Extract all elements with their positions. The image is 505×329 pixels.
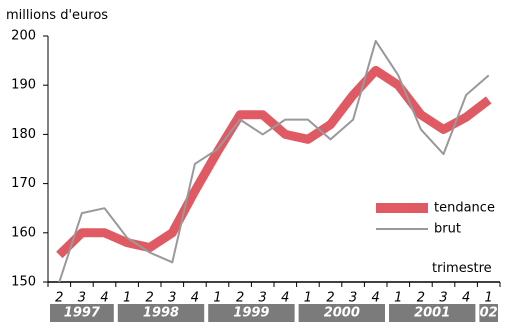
x-tick-label: 4 — [191, 291, 199, 306]
x-tick-label: 1 — [485, 291, 493, 306]
x-tick-label: 2 — [146, 291, 154, 306]
y-axis-ticks: 150 160 170 180 190 200 — [11, 29, 48, 290]
x-tick-label: 4 — [100, 291, 108, 306]
x-tick-label: 1 — [213, 291, 221, 306]
x-tick-label: 3 — [168, 291, 176, 306]
series-layer — [56, 39, 492, 283]
year-label: 2001 — [414, 306, 450, 321]
x-tick-label: 4 — [372, 291, 380, 306]
x-tick-label: 1 — [394, 291, 402, 306]
legend-label-brut: brut — [434, 222, 461, 237]
year-bars: 1997 1998 1999 2000 2001 02 — [50, 304, 498, 322]
x-tick-label: 2 — [326, 291, 334, 306]
series-line-brut — [58, 39, 490, 283]
x-tick-label: 2 — [417, 291, 425, 306]
year-label: 1998 — [143, 306, 179, 321]
x-axis-label: trimestre — [432, 261, 492, 276]
year-label: 02 — [480, 306, 498, 321]
x-tick-label: 3 — [439, 291, 447, 306]
series-line-tendance — [56, 65, 492, 259]
x-tick-label: 2 — [55, 291, 63, 306]
year-bar — [479, 304, 498, 322]
x-tick-label: 4 — [281, 291, 289, 306]
x-tick-label: 1 — [123, 291, 131, 306]
year-label: 1999 — [233, 306, 269, 321]
y-tick-label: 160 — [11, 225, 36, 240]
year-label: 2000 — [324, 306, 360, 321]
legend-label-tendance: tendance — [434, 201, 495, 216]
x-tick-label: 3 — [349, 291, 357, 306]
y-tick-label: 190 — [11, 78, 36, 93]
year-bar — [208, 304, 295, 322]
legend: tendance brut — [376, 201, 495, 237]
y-tick-label: 200 — [11, 29, 36, 44]
y-tick-label: 180 — [11, 127, 36, 142]
year-label: 1997 — [64, 306, 101, 321]
x-tick-label: 3 — [259, 291, 267, 306]
y-axis-label: millions d'euros — [6, 8, 108, 23]
x-tick-label: 1 — [304, 291, 312, 306]
y-tick-label: 150 — [11, 275, 36, 290]
year-bar — [117, 304, 205, 322]
x-tick-label: 4 — [462, 291, 470, 306]
year-bar — [298, 304, 385, 322]
x-tick-label: 2 — [236, 291, 244, 306]
year-bar — [50, 304, 114, 322]
year-bar — [389, 304, 476, 322]
y-tick-label: 170 — [11, 176, 36, 191]
x-tick-label: 3 — [78, 291, 86, 306]
